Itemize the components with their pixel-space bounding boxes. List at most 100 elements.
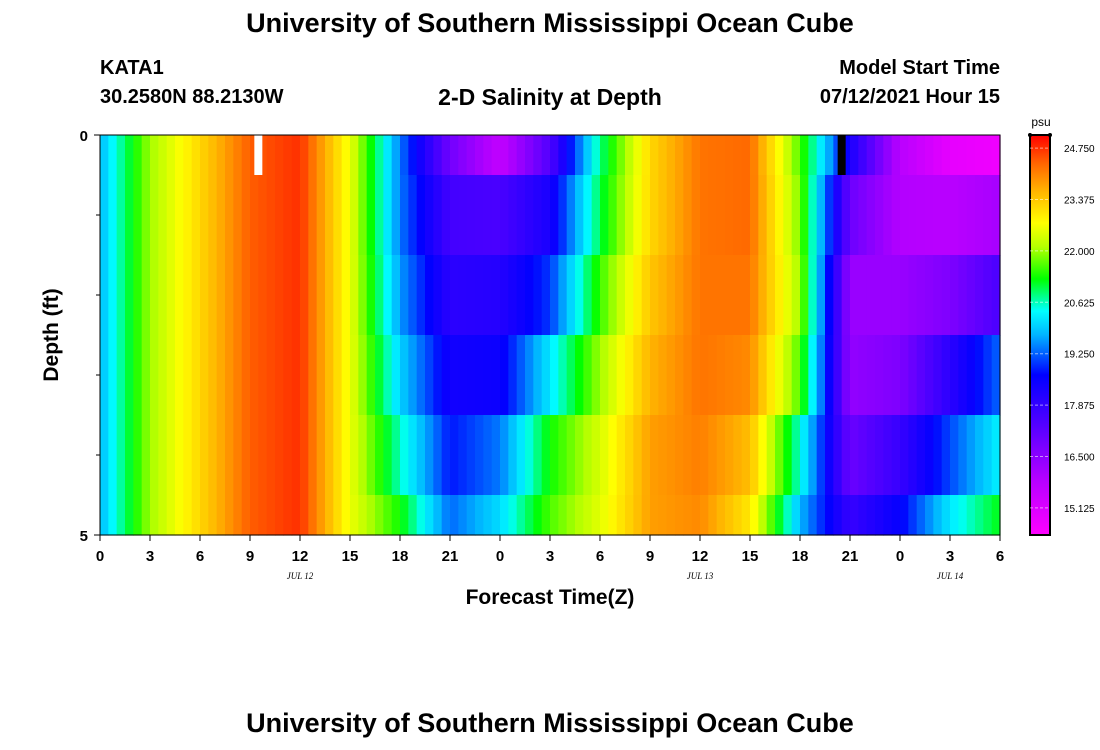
heatmap-cell [216, 415, 226, 496]
heatmap-cell [458, 415, 468, 496]
heatmap-cell [583, 415, 593, 496]
heatmap-cell [758, 175, 768, 256]
heatmap-cell [233, 135, 243, 176]
heatmap-cell [633, 495, 643, 536]
heatmap-cell [183, 335, 193, 416]
heatmap-cell [983, 135, 993, 176]
x-tick-label: 0 [896, 548, 904, 565]
heatmap-cell [541, 175, 551, 256]
heatmap-cell [483, 335, 493, 416]
heatmap-cell [800, 415, 809, 496]
heatmap-cell [725, 135, 734, 176]
x-tick-label: 3 [946, 548, 954, 565]
heatmap-cell [791, 335, 801, 416]
heatmap-cell [358, 495, 368, 536]
heatmap-cell [891, 255, 901, 336]
heatmap-cell [808, 495, 818, 536]
heatmap-cell [925, 175, 934, 256]
heatmap-cell [191, 175, 201, 256]
colorbar-tick-label: 15.125 [1064, 504, 1095, 515]
heatmap-cell [308, 495, 318, 536]
heatmap-cell [433, 135, 443, 176]
heatmap-cell [383, 495, 393, 536]
heatmap-cell [216, 335, 226, 416]
heatmap-cell [825, 135, 834, 176]
heatmap-cell [683, 415, 693, 496]
heatmap-cell [466, 175, 476, 256]
heatmap-cell [433, 175, 443, 256]
heatmap-cell [183, 495, 193, 536]
heatmap-cell [875, 415, 884, 496]
heatmap-cell [291, 335, 301, 416]
heatmap-cell [991, 415, 1001, 496]
x-tick-label: 0 [496, 548, 504, 565]
y-axis-label: Depth (ft) [40, 288, 63, 381]
heatmap-cell [650, 175, 659, 256]
model-start-label: Model Start Time [839, 57, 1000, 79]
heatmap-cell [383, 175, 393, 256]
heatmap-cell [108, 495, 118, 536]
heatmap-cell [966, 175, 976, 256]
heatmap-cell [566, 415, 576, 496]
heatmap-cell [425, 255, 434, 336]
heatmap-cell [533, 415, 543, 496]
heatmap-cell [991, 255, 1001, 336]
heatmap-cell [183, 135, 193, 176]
heatmap-cell [425, 495, 434, 536]
heatmap-cell [233, 415, 243, 496]
date-label: JUL 13 [687, 571, 714, 581]
heatmap-cell [875, 335, 884, 416]
heatmap-cell [291, 415, 301, 496]
heatmap-cell [950, 255, 959, 336]
heatmap-cell [658, 495, 668, 536]
heatmap-cell [166, 495, 176, 536]
heatmap-cell [266, 135, 276, 176]
heatmap-cell [558, 495, 568, 536]
heatmap-cell [800, 135, 809, 176]
heatmap-cell [308, 135, 318, 176]
heatmap-cell [783, 415, 793, 496]
heatmap-cell [891, 495, 901, 536]
heatmap-cell [450, 135, 459, 176]
x-tick-label: 9 [646, 548, 654, 565]
heatmap-cell [241, 415, 251, 496]
heatmap-cell [758, 255, 768, 336]
heatmap-cell [566, 335, 576, 416]
heatmap-cell [258, 495, 268, 536]
colorbar-tick-label: 17.875 [1064, 401, 1095, 412]
heatmap-cell [641, 415, 651, 496]
heatmap-cell [933, 495, 943, 536]
heatmap-cell [758, 135, 768, 176]
heatmap-cell [175, 495, 184, 536]
heatmap-cell [341, 175, 351, 256]
heatmap-cell [975, 495, 984, 536]
heatmap-cell [383, 255, 393, 336]
heatmap-cell [583, 175, 593, 256]
heatmap-cell [291, 175, 301, 256]
heatmap-cell [666, 135, 676, 176]
heatmap-cell [883, 135, 893, 176]
heatmap-cell [900, 495, 909, 536]
heatmap-cell [158, 335, 168, 416]
heatmap-cell [858, 335, 868, 416]
heatmap-cell [766, 335, 776, 416]
heatmap-cell [616, 335, 626, 416]
heatmap-cell [225, 255, 234, 336]
heatmap-cell [491, 495, 501, 536]
heatmap-cell [900, 175, 909, 256]
heatmap-cell [950, 135, 959, 176]
colorbar-tick-label: 24.750 [1064, 144, 1095, 155]
heatmap-cell [425, 335, 434, 416]
heatmap-cell [450, 175, 459, 256]
heatmap-cell [316, 255, 326, 336]
heatmap-cell [708, 175, 718, 256]
x-tick-label: 0 [96, 548, 104, 565]
y-tick-label: 0 [80, 128, 88, 145]
heatmap-cell [383, 335, 393, 416]
heatmap-cell [500, 255, 509, 336]
heatmap-cell [975, 135, 984, 176]
heatmap-cell [200, 255, 209, 336]
heatmap-cell [591, 255, 601, 336]
heatmap-cell [875, 175, 884, 256]
heatmap-cell [825, 175, 834, 256]
